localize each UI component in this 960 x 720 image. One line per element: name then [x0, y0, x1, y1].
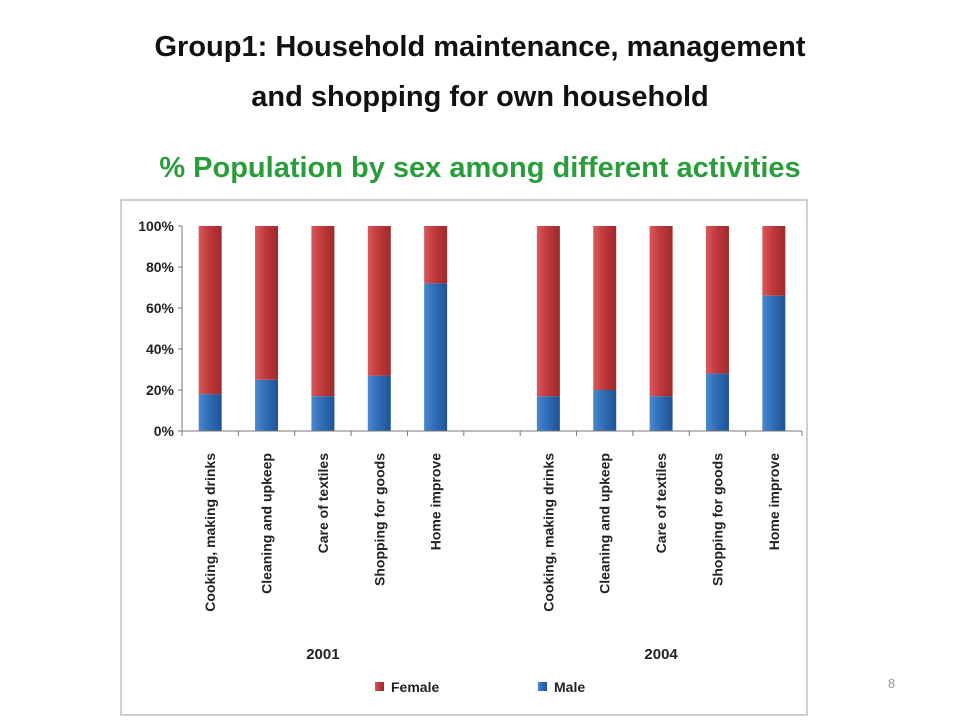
- bar-female-7: [593, 226, 617, 390]
- x-category-label: Home improve: [428, 453, 444, 550]
- bar-female-0: [198, 226, 222, 395]
- x-axis: Cooking, making drinks Cleaning and upkee…: [181, 430, 803, 612]
- bar-male-10: [762, 295, 786, 431]
- legend-swatch-male: [538, 682, 547, 691]
- group-label: 2004: [644, 646, 678, 663]
- legend: Female Male: [375, 679, 585, 695]
- page-number: 8: [888, 676, 896, 691]
- bar-male-9: [705, 373, 729, 431]
- x-category-label: Cooking, making drinks: [202, 453, 218, 612]
- bar-male-6: [536, 396, 560, 431]
- legend-label-male: Male: [554, 679, 585, 695]
- bar-female-8: [649, 226, 673, 397]
- y-tick-label: 100%: [138, 218, 174, 234]
- x-category-label: Care of textiles: [653, 453, 669, 554]
- y-tick-label: 0%: [154, 423, 175, 439]
- bar-female-9: [705, 226, 729, 374]
- bar-male-7: [593, 390, 617, 431]
- bar-male-0: [198, 394, 222, 431]
- bar-male-1: [255, 379, 279, 431]
- x-category-label: Home improve: [766, 453, 782, 550]
- bar-male-4: [424, 283, 448, 431]
- y-axis: 0% 20% 40% 60% 80% 100%: [138, 218, 183, 439]
- y-tick-label: 20%: [146, 382, 175, 398]
- legend-swatch-female: [375, 682, 384, 691]
- chart-subtitle: % Population by sex among different acti…: [159, 152, 801, 184]
- bar-female-4: [424, 226, 448, 284]
- bar-male-3: [367, 375, 391, 431]
- y-tick-label: 40%: [146, 341, 175, 357]
- bar-female-10: [762, 226, 786, 296]
- x-category-label: Care of textiles: [315, 453, 331, 554]
- x-category-label: Cooking, making drinks: [540, 453, 556, 612]
- stacked-bar-chart: 0% 20% 40% 60% 80% 100% Cooking, making drink…: [120, 199, 808, 716]
- x-category-label: Shopping for goods: [371, 453, 387, 586]
- group-labels: 2001 2004: [306, 646, 678, 663]
- bar-female-1: [255, 226, 279, 380]
- slide-title-line2: and shopping for own household: [251, 81, 709, 113]
- bar-male-2: [311, 396, 335, 431]
- chart-frame: [120, 199, 808, 716]
- bar-female-3: [367, 226, 391, 376]
- bar-female-6: [536, 226, 560, 397]
- slide-title: Group1: Household maintenance, managemen…: [0, 22, 960, 122]
- x-category-label: Cleaning and upkeep: [597, 453, 613, 594]
- y-tick-label: 60%: [146, 300, 175, 316]
- x-category-label: Cleaning and upkeep: [259, 453, 275, 594]
- legend-label-female: Female: [391, 679, 439, 695]
- group-label: 2001: [306, 646, 339, 663]
- slide-title-line1: Group1: Household maintenance, managemen…: [154, 31, 806, 63]
- bar-female-2: [311, 226, 335, 397]
- y-tick-label: 80%: [146, 259, 175, 275]
- x-category-label: Shopping for goods: [709, 453, 725, 586]
- bars-layer: [198, 226, 786, 431]
- bar-male-8: [649, 396, 673, 431]
